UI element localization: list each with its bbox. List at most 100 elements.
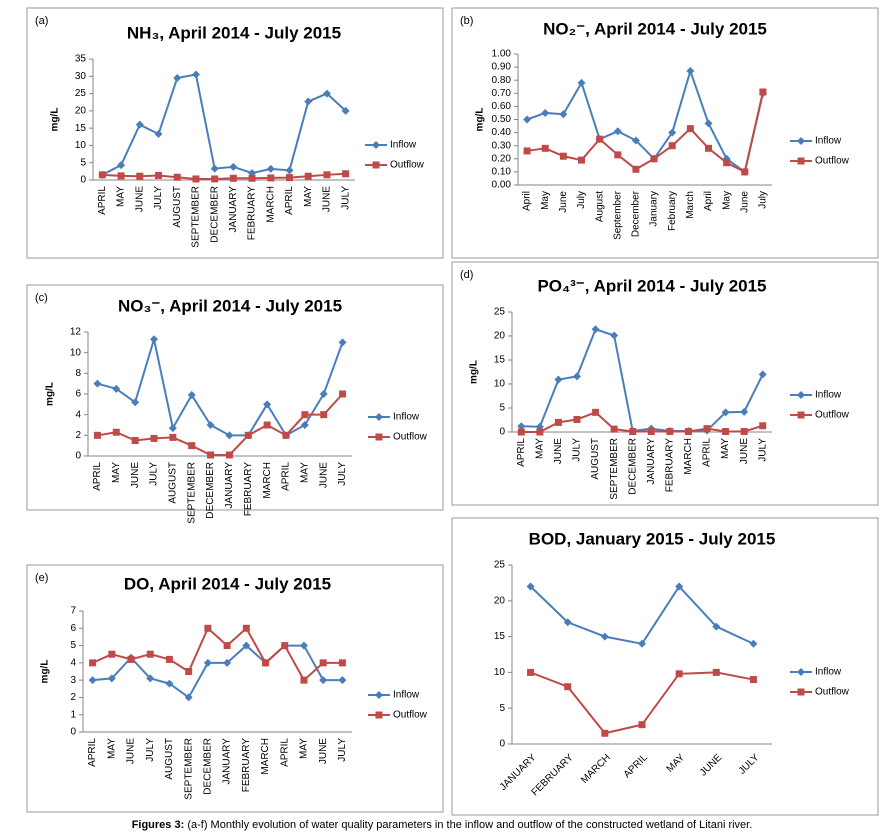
legend-label: Outflow [393, 432, 428, 443]
x-tick-label: JUNE [698, 752, 724, 778]
y-tick-label: 3 [70, 675, 76, 686]
marker [242, 641, 251, 650]
marker [638, 721, 646, 729]
legend-marker [375, 433, 383, 441]
marker [554, 418, 562, 426]
legend-marker [797, 411, 805, 419]
caption-text: (a-f) Monthly evolution of water quality… [187, 819, 752, 831]
y-tick-label: 15 [494, 631, 506, 642]
marker [322, 89, 331, 98]
x-tick-label: MARCH [579, 752, 613, 786]
y-tick-label: 10 [75, 140, 87, 151]
x-tick-label: August [594, 191, 605, 222]
marker [338, 338, 347, 347]
marker [339, 390, 347, 398]
panel-frame [26, 284, 444, 511]
marker [573, 372, 581, 381]
marker [229, 162, 238, 171]
y-axis-label: mg/L [469, 360, 480, 384]
x-tick-label: DECEMBER [205, 462, 216, 519]
marker [281, 642, 289, 650]
x-tick-label: May [540, 191, 551, 210]
x-tick-label: DECEMBER [203, 738, 214, 795]
marker [577, 78, 586, 87]
marker [320, 411, 328, 419]
y-tick-label: 2 [70, 692, 76, 703]
marker [242, 624, 250, 632]
panel-frame [26, 7, 444, 259]
y-tick-label: 0.00 [492, 180, 512, 191]
y-tick-label: 5 [80, 157, 86, 168]
x-tick-label: MAY [116, 186, 127, 207]
x-tick-label: AUGUST [164, 738, 175, 780]
x-tick-label: JUNE [130, 462, 141, 488]
marker [108, 650, 116, 658]
marker [614, 151, 622, 159]
panel-frame [451, 517, 879, 816]
x-tick-label: APRIL [284, 186, 295, 215]
marker [749, 639, 758, 648]
y-tick-label: 6 [75, 389, 81, 400]
y-tick-label: 25 [75, 88, 87, 99]
y-tick-label: 10 [494, 667, 506, 678]
y-axis-label: mg/L [40, 660, 51, 684]
marker [650, 155, 658, 163]
x-tick-label: MAY [299, 462, 310, 483]
x-tick-label: AUGUST [167, 462, 178, 504]
x-tick-label: JULY [337, 738, 348, 762]
x-tick-label: MARCH [262, 462, 273, 499]
panel-label: (d) [460, 269, 473, 281]
x-tick-label: APRIL [279, 738, 290, 767]
marker [638, 639, 646, 648]
y-tick-label: 0.40 [492, 127, 512, 138]
chart-title: DO, April 2014 - July 2015 [124, 574, 331, 593]
marker [304, 97, 313, 106]
chart-title: NO₂⁻, April 2014 - July 2015 [543, 19, 767, 38]
panel-label: (b) [460, 15, 473, 27]
y-tick-label: 0 [499, 739, 505, 750]
y-tick-label: 30 [75, 71, 87, 82]
marker [192, 175, 200, 183]
series-line [526, 67, 764, 174]
chart-title: PO₄³⁻, April 2014 - July 2015 [537, 276, 766, 295]
x-tick-label: JUNE [134, 186, 145, 212]
marker [573, 416, 581, 424]
x-tick-label: FEBRUARY [664, 438, 675, 493]
x-tick-label: June [558, 191, 569, 213]
marker [155, 172, 162, 180]
y-tick-label: 0.60 [492, 101, 512, 112]
x-tick-label: September [612, 190, 623, 240]
marker [150, 335, 158, 344]
x-tick-label: March [685, 191, 696, 219]
marker [675, 670, 683, 678]
marker [263, 421, 271, 429]
x-tick-label: JANUARY [224, 462, 235, 509]
marker [286, 174, 293, 182]
marker [723, 159, 731, 167]
y-tick-label: 25 [494, 560, 506, 571]
marker [559, 152, 567, 160]
marker [759, 422, 767, 430]
y-tick-label: 1 [70, 709, 76, 720]
marker [703, 425, 711, 433]
marker [631, 136, 640, 145]
marker [319, 659, 327, 667]
x-tick-label: JULY [572, 438, 583, 462]
chart-title: NO₃⁻, April 2014 - July 2015 [118, 296, 342, 315]
marker [684, 428, 692, 436]
marker [165, 679, 174, 688]
marker [705, 144, 712, 152]
x-tick-label: MAY [106, 738, 117, 759]
y-tick-label: 25 [494, 307, 506, 318]
x-tick-label: SEPTEMBER [609, 438, 620, 500]
marker [165, 655, 173, 663]
x-tick-label: MAY [720, 438, 731, 459]
legend-marker [375, 413, 383, 421]
x-tick-label: January [649, 191, 660, 227]
y-tick-label: 12 [70, 327, 82, 338]
y-tick-label: 0.20 [492, 153, 512, 164]
x-tick-label: APRIL [516, 438, 527, 467]
marker [704, 119, 713, 128]
marker [136, 172, 144, 180]
marker [127, 655, 135, 663]
